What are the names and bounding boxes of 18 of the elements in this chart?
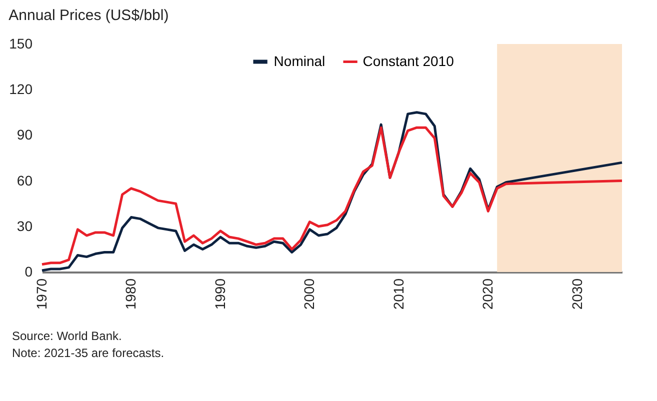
y-tick-label: 150 bbox=[9, 36, 33, 52]
y-tick-label: 90 bbox=[16, 126, 33, 143]
x-tick-label: 2010 bbox=[390, 278, 406, 310]
source-note: Source: World Bank. bbox=[12, 328, 123, 345]
legend-label: Nominal bbox=[274, 52, 326, 69]
x-tick-label: 2000 bbox=[301, 278, 318, 310]
y-tick-label: 30 bbox=[16, 218, 33, 234]
chart-title: Annual Prices (US$/bbl) bbox=[8, 7, 169, 24]
y-tick-label: 120 bbox=[9, 81, 33, 98]
x-tick-label: 1990 bbox=[212, 278, 228, 310]
x-tick-label: 2030 bbox=[568, 278, 585, 310]
x-tick-label: 2020 bbox=[480, 278, 496, 310]
text: Note: 2021-35 are forecasts. bbox=[12, 345, 166, 362]
x-tick-label: 1980 bbox=[122, 278, 139, 310]
y-tick-label: 0 bbox=[24, 264, 33, 280]
y-tick-label: 60 bbox=[16, 172, 33, 188]
x-tick-label: 1970 bbox=[34, 278, 50, 310]
legend-label: Constant 2010 bbox=[362, 52, 454, 69]
